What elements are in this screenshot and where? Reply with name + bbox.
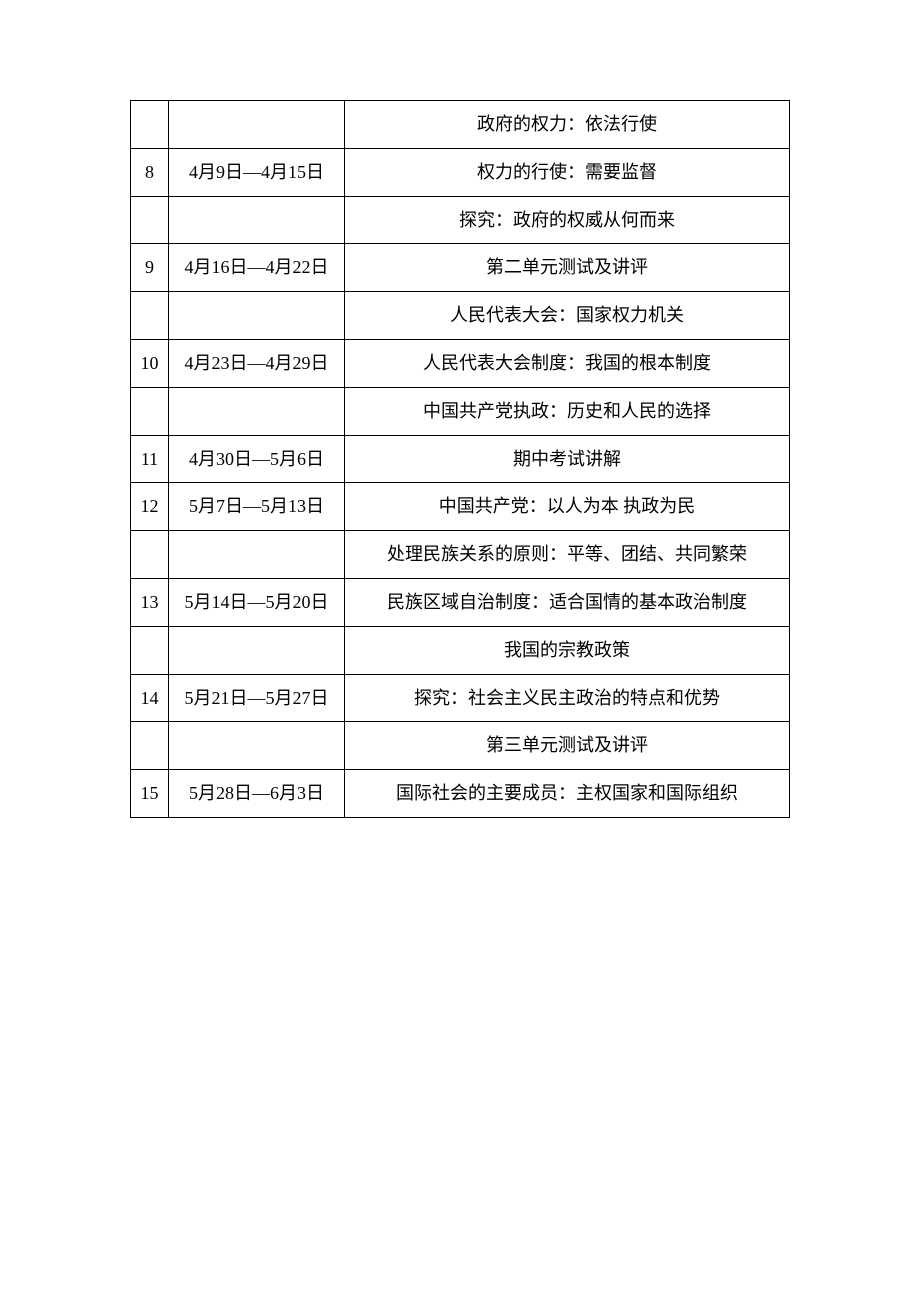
table-row: 我国的宗教政策 (131, 626, 790, 674)
table-row: 探究：政府的权威从何而来 (131, 196, 790, 244)
week-cell (131, 626, 169, 674)
date-cell (169, 531, 345, 579)
content-cell: 第二单元测试及讲评 (345, 244, 790, 292)
table-row: 处理民族关系的原则：平等、团结、共同繁荣 (131, 531, 790, 579)
table-row: 8 4月9日—4月15日 权力的行使：需要监督 (131, 148, 790, 196)
week-cell: 12 (131, 483, 169, 531)
content-cell: 权力的行使：需要监督 (345, 148, 790, 196)
date-cell: 4月30日—5月6日 (169, 435, 345, 483)
table-row: 第三单元测试及讲评 (131, 722, 790, 770)
table-row: 9 4月16日—4月22日 第二单元测试及讲评 (131, 244, 790, 292)
content-cell: 处理民族关系的原则：平等、团结、共同繁荣 (345, 531, 790, 579)
content-cell: 探究：政府的权威从何而来 (345, 196, 790, 244)
date-cell: 4月9日—4月15日 (169, 148, 345, 196)
date-cell: 5月21日—5月27日 (169, 674, 345, 722)
table-row: 14 5月21日—5月27日 探究：社会主义民主政治的特点和优势 (131, 674, 790, 722)
table-row: 10 4月23日—4月29日 人民代表大会制度：我国的根本制度 (131, 339, 790, 387)
week-cell (131, 101, 169, 149)
week-cell (131, 722, 169, 770)
week-cell: 14 (131, 674, 169, 722)
content-cell: 政府的权力：依法行使 (345, 101, 790, 149)
table-row: 15 5月28日—6月3日 国际社会的主要成员：主权国家和国际组织 (131, 770, 790, 818)
content-cell: 民族区域自治制度：适合国情的基本政治制度 (345, 578, 790, 626)
content-cell: 人民代表大会制度：我国的根本制度 (345, 339, 790, 387)
content-cell: 探究：社会主义民主政治的特点和优势 (345, 674, 790, 722)
week-cell (131, 196, 169, 244)
date-cell: 4月16日—4月22日 (169, 244, 345, 292)
week-cell: 13 (131, 578, 169, 626)
table-row: 人民代表大会：国家权力机关 (131, 292, 790, 340)
content-cell: 中国共产党执政：历史和人民的选择 (345, 387, 790, 435)
date-cell (169, 722, 345, 770)
table-row: 12 5月7日—5月13日 中国共产党：以人为本 执政为民 (131, 483, 790, 531)
table-row: 中国共产党执政：历史和人民的选择 (131, 387, 790, 435)
date-cell: 4月23日—4月29日 (169, 339, 345, 387)
week-cell (131, 292, 169, 340)
content-cell: 中国共产党：以人为本 执政为民 (345, 483, 790, 531)
schedule-table: 政府的权力：依法行使 8 4月9日—4月15日 权力的行使：需要监督 探究：政府… (130, 100, 790, 818)
week-cell: 11 (131, 435, 169, 483)
content-cell: 我国的宗教政策 (345, 626, 790, 674)
date-cell (169, 387, 345, 435)
schedule-table-body: 政府的权力：依法行使 8 4月9日—4月15日 权力的行使：需要监督 探究：政府… (131, 101, 790, 818)
table-row: 政府的权力：依法行使 (131, 101, 790, 149)
week-cell: 9 (131, 244, 169, 292)
table-row: 11 4月30日—5月6日 期中考试讲解 (131, 435, 790, 483)
date-cell (169, 196, 345, 244)
date-cell: 5月28日—6月3日 (169, 770, 345, 818)
week-cell: 10 (131, 339, 169, 387)
content-cell: 第三单元测试及讲评 (345, 722, 790, 770)
week-cell: 15 (131, 770, 169, 818)
week-cell (131, 531, 169, 579)
date-cell: 5月7日—5月13日 (169, 483, 345, 531)
content-cell: 国际社会的主要成员：主权国家和国际组织 (345, 770, 790, 818)
week-cell (131, 387, 169, 435)
content-cell: 期中考试讲解 (345, 435, 790, 483)
content-cell: 人民代表大会：国家权力机关 (345, 292, 790, 340)
week-cell: 8 (131, 148, 169, 196)
table-row: 13 5月14日—5月20日 民族区域自治制度：适合国情的基本政治制度 (131, 578, 790, 626)
date-cell: 5月14日—5月20日 (169, 578, 345, 626)
date-cell (169, 292, 345, 340)
date-cell (169, 101, 345, 149)
date-cell (169, 626, 345, 674)
